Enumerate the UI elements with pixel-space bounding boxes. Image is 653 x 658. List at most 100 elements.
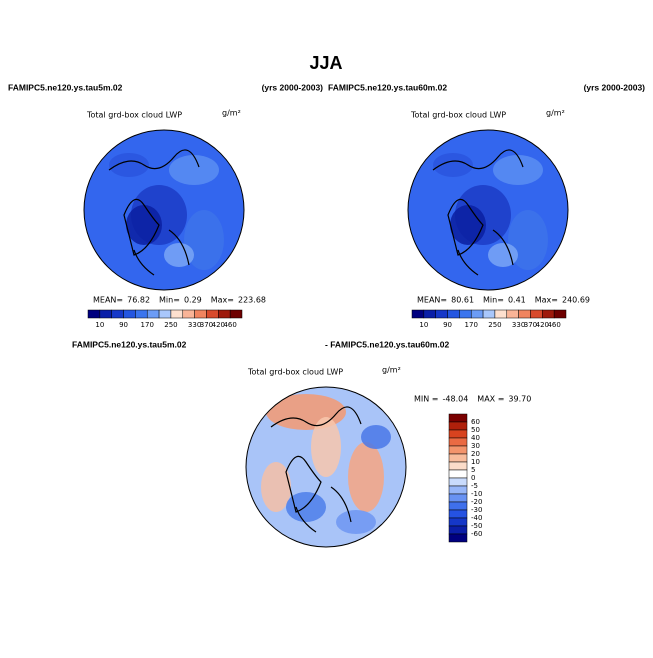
years-label: (yrs 2000-2003) xyxy=(584,82,646,92)
colorbar-label: 30 xyxy=(471,442,480,450)
colorbar-label: 50 xyxy=(471,426,480,434)
stat-value: 0.41 xyxy=(508,296,526,305)
plot-title: Total grd-box cloud LWP xyxy=(410,111,506,120)
colorbar-label: 460 xyxy=(547,321,560,329)
colorbar-box xyxy=(435,309,448,319)
colorbar-label: -10 xyxy=(471,490,482,498)
colorbar-box xyxy=(135,309,148,319)
colorbar-box xyxy=(448,445,468,455)
colorbar-label: 0 xyxy=(471,474,475,482)
units: g/m² xyxy=(382,366,401,375)
colorbar-box xyxy=(423,309,436,319)
case-label: FAMIPC5.ne120.ys.tau5m.02 xyxy=(72,339,187,349)
colorbar-box xyxy=(206,309,219,319)
colorbar-label: 90 xyxy=(443,321,452,329)
field-patch xyxy=(109,153,149,177)
field-patch xyxy=(488,243,518,267)
stat-label: MAX = xyxy=(477,395,504,404)
field-patch xyxy=(164,243,194,267)
map xyxy=(246,387,406,547)
colorbar-label: 370 xyxy=(200,321,213,329)
colorbar-label: 250 xyxy=(164,321,177,329)
plot-title: Total grd-box cloud LWP xyxy=(86,111,182,120)
colorbar-label: -30 xyxy=(471,506,482,514)
colorbar-label: 370 xyxy=(524,321,537,329)
colorbar-label: 5 xyxy=(471,466,475,474)
colorbar-label: -40 xyxy=(471,514,482,522)
colorbar-box xyxy=(542,309,555,319)
colorbar-box xyxy=(448,509,468,519)
colorbar-box xyxy=(448,493,468,503)
colorbar-box xyxy=(447,309,460,319)
colorbar-box xyxy=(448,501,468,511)
coastline xyxy=(432,149,524,276)
colorbar-label: 420 xyxy=(536,321,549,329)
colorbar-box xyxy=(448,469,468,479)
colorbar-label: 250 xyxy=(488,321,501,329)
colorbar-label: 170 xyxy=(465,321,478,329)
colorbar-box xyxy=(448,477,468,487)
colorbar-label: 10 xyxy=(419,321,428,329)
colorbar-box xyxy=(553,309,567,319)
colorbar-label: 420 xyxy=(212,321,225,329)
colorbar-label: 330 xyxy=(512,321,525,329)
field-patch xyxy=(126,205,162,245)
field-patch xyxy=(361,425,391,449)
colorbar-box xyxy=(123,309,136,319)
stat-label: Min= xyxy=(159,296,180,305)
colorbar-label: 20 xyxy=(471,450,480,458)
case-label: - FAMIPC5.ne120.ys.tau60m.02 xyxy=(325,339,450,349)
colorbar-box xyxy=(448,437,468,447)
colorbar-box xyxy=(470,309,484,319)
stat-value: 240.69 xyxy=(562,296,590,305)
field-patch xyxy=(450,205,486,245)
colorbar-label: 170 xyxy=(141,321,154,329)
colorbar-label: 60 xyxy=(471,418,480,426)
units: g/m² xyxy=(546,109,565,118)
colorbar-box xyxy=(146,309,160,319)
field-patch xyxy=(311,417,341,477)
colorbar-box xyxy=(448,525,468,535)
colorbar-box xyxy=(87,309,101,319)
colorbar-box xyxy=(99,309,112,319)
colorbar-label: -20 xyxy=(471,498,482,506)
colorbar-box xyxy=(530,309,543,319)
colorbar-box xyxy=(448,517,468,527)
colorbar-box xyxy=(448,485,468,495)
colorbar-box xyxy=(229,309,243,319)
units: g/m² xyxy=(222,109,241,118)
colorbar-box xyxy=(170,309,184,319)
colorbar-box xyxy=(506,309,519,319)
field-patch xyxy=(169,155,219,185)
stat-label: MEAN= xyxy=(417,296,447,305)
stat-value: 39.70 xyxy=(508,395,531,404)
colorbar-box xyxy=(448,421,468,431)
stat-value: -48.04 xyxy=(443,395,469,404)
stat-value: 80.61 xyxy=(451,296,474,305)
map xyxy=(408,130,568,290)
colorbar-box xyxy=(448,533,468,543)
field-patch xyxy=(348,442,384,512)
stat-label: MIN = xyxy=(414,395,439,404)
colorbar-label: 330 xyxy=(188,321,201,329)
colorbar-label: 10 xyxy=(95,321,104,329)
colorbar-box xyxy=(158,309,172,319)
stat-label: Max= xyxy=(535,296,558,305)
map-border xyxy=(83,129,245,291)
colorbar-box xyxy=(448,429,468,439)
plot-title: Total grd-box cloud LWP xyxy=(247,368,343,377)
stat-value: 76.82 xyxy=(127,296,150,305)
colorbar-box xyxy=(448,453,468,463)
colorbar-box xyxy=(182,309,195,319)
stat-label: Max= xyxy=(211,296,234,305)
colorbar-box xyxy=(518,309,531,319)
stat-label: MEAN= xyxy=(93,296,123,305)
colorbar-label: 460 xyxy=(223,321,236,329)
stat-value: 0.29 xyxy=(184,296,202,305)
colorbar-box xyxy=(194,309,207,319)
colorbar-box xyxy=(411,309,425,319)
coastline xyxy=(108,149,200,276)
colorbar-box xyxy=(111,309,124,319)
colorbar-label: 40 xyxy=(471,434,480,442)
colorbar-box xyxy=(448,461,468,471)
